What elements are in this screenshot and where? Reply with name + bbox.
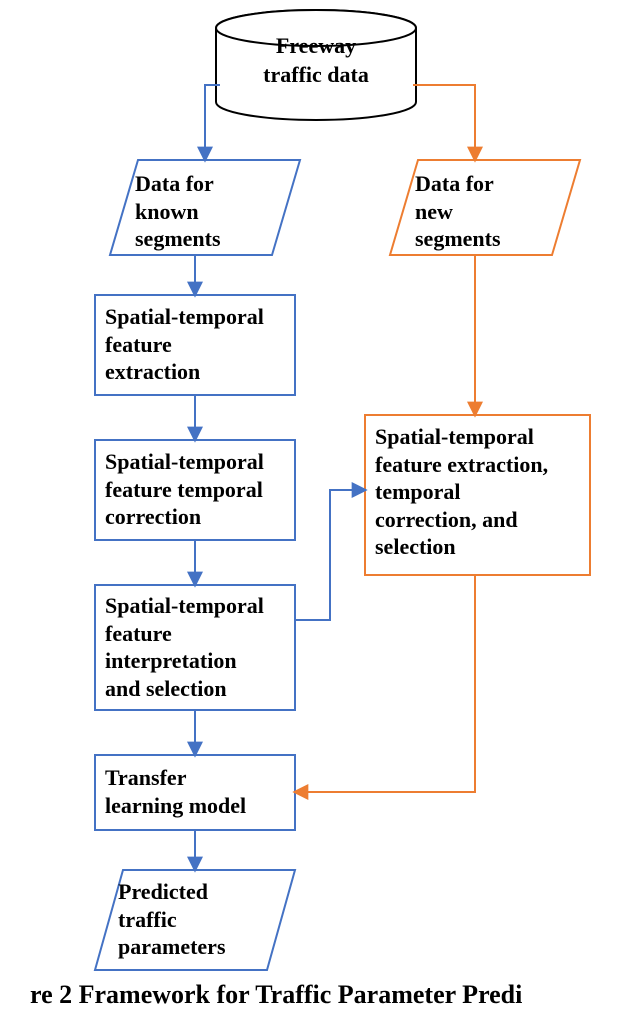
- node-data-known: Data forknownsegments: [135, 170, 295, 253]
- node-predicted: Predictedtrafficparameters: [118, 878, 298, 961]
- node-st-correct: Spatial-temporalfeature temporalcorrecti…: [105, 448, 285, 531]
- database-label: Freeway traffic data: [216, 32, 416, 89]
- node-data-new: Data fornewsegments: [415, 170, 575, 253]
- figure-caption: re 2 Framework for Traffic Parameter Pre…: [30, 980, 522, 1010]
- node-st-select: Spatial-temporalfeatureinterpretationand…: [105, 592, 285, 702]
- node-transfer: Transferlearning model: [105, 764, 285, 819]
- db-line2: traffic data: [263, 62, 369, 87]
- node-st-extract: Spatial-temporalfeatureextraction: [105, 303, 285, 386]
- db-line1: Freeway: [276, 33, 356, 58]
- node-st-combined: Spatial-temporalfeature extraction,tempo…: [375, 423, 585, 561]
